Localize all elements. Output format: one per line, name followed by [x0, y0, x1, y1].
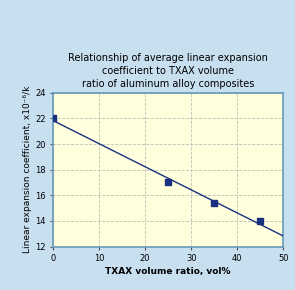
Title: Relationship of average linear expansion
coefficient to TXAX volume
ratio of alu: Relationship of average linear expansion…: [68, 53, 268, 89]
Y-axis label: Linear expansion coefficient, x10⁻⁶/k: Linear expansion coefficient, x10⁻⁶/k: [23, 86, 32, 253]
X-axis label: TXAX volume ratio, vol%: TXAX volume ratio, vol%: [105, 267, 231, 276]
